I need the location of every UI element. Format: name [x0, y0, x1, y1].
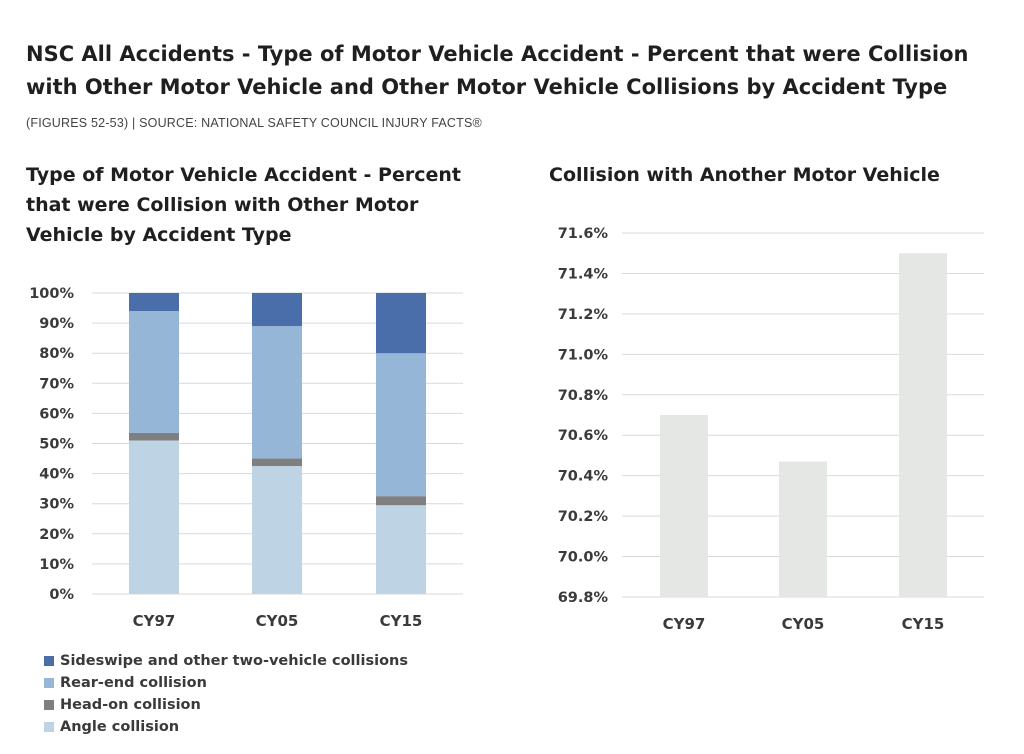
- bar-segment: [129, 432, 179, 441]
- bar: [660, 415, 708, 597]
- y-tick-label: 71.6%: [558, 226, 609, 242]
- y-tick-label: 71.4%: [558, 266, 609, 282]
- bar-segment: [376, 353, 426, 497]
- y-tick-label: 30%: [39, 497, 74, 513]
- y-tick-label: 69.8%: [558, 590, 609, 606]
- stacked-chart-title: Type of Motor Vehicle Accident - Percent…: [26, 164, 461, 246]
- bar-segment: [376, 505, 426, 594]
- bar-segment: [376, 293, 426, 354]
- y-tick-label: 50%: [39, 437, 74, 453]
- legend-item: Angle collision: [44, 716, 408, 738]
- legend-item: Rear-end collision: [44, 672, 408, 694]
- legend-swatch: [44, 656, 54, 666]
- y-tick-label: 20%: [39, 527, 74, 543]
- legend-swatch: [44, 722, 54, 732]
- collision-chart-title: Collision with Another Motor Vehicle: [549, 164, 940, 186]
- y-tick-label: 40%: [39, 467, 74, 483]
- y-tick-label: 70.2%: [558, 509, 609, 525]
- x-tick-label: CY05: [256, 612, 299, 630]
- bar-segment: [129, 311, 179, 433]
- y-tick-label: 80%: [39, 346, 74, 362]
- legend-item: Sideswipe and other two-vehicle collisio…: [44, 650, 408, 672]
- stacked-chart-legend: Sideswipe and other two-vehicle collisio…: [44, 650, 408, 738]
- bar-segment: [376, 496, 426, 506]
- y-tick-label: 0%: [49, 587, 74, 603]
- legend-swatch: [44, 700, 54, 710]
- y-tick-label: 70%: [39, 376, 74, 392]
- y-tick-label: 71.0%: [558, 347, 609, 363]
- y-tick-label: 60%: [39, 406, 74, 422]
- bar-segment: [129, 440, 179, 594]
- bar-segment: [252, 326, 302, 459]
- y-tick-label: 70.4%: [558, 469, 609, 485]
- legend-swatch: [44, 678, 54, 688]
- x-tick-label: CY15: [380, 612, 423, 630]
- legend-item: Head-on collision: [44, 694, 408, 716]
- legend-label: Head-on collision: [60, 697, 201, 713]
- page-title: NSC All Accidents - Type of Motor Vehicl…: [26, 42, 969, 99]
- legend-label: Rear-end collision: [60, 675, 207, 691]
- bar: [779, 461, 827, 597]
- y-tick-label: 90%: [39, 316, 74, 332]
- y-tick-label: 70.8%: [558, 388, 609, 404]
- x-tick-label: CY97: [663, 615, 706, 633]
- y-tick-label: 10%: [39, 557, 74, 573]
- x-tick-label: CY05: [782, 615, 825, 633]
- bar-segment: [252, 466, 302, 594]
- legend-label: Angle collision: [60, 719, 180, 735]
- y-tick-label: 71.2%: [558, 307, 609, 323]
- y-tick-label: 70.6%: [558, 428, 609, 444]
- y-tick-label: 100%: [29, 286, 74, 302]
- bar-segment: [252, 458, 302, 467]
- source-subtitle: (FIGURES 52-53) | SOURCE: NATIONAL SAFET…: [26, 116, 482, 130]
- bar-segment: [129, 293, 179, 312]
- bar-segment: [252, 293, 302, 327]
- x-tick-label: CY15: [902, 615, 945, 633]
- x-tick-label: CY97: [133, 612, 176, 630]
- legend-label: Sideswipe and other two-vehicle collisio…: [60, 653, 408, 669]
- bar: [899, 253, 947, 597]
- y-tick-label: 70.0%: [558, 550, 609, 566]
